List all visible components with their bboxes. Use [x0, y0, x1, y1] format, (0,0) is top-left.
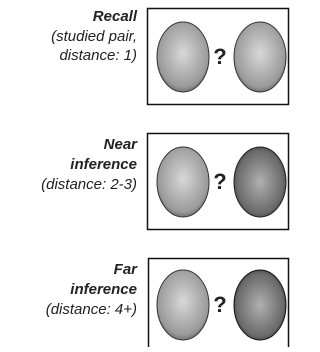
panel-detail: (distance: 2-3) — [41, 176, 137, 193]
panel-title: inference — [70, 156, 137, 173]
panel: Recall (studied pair, distance: 1) ? — [51, 8, 288, 105]
panel: Far inference (distance: 4+) ? — [46, 259, 289, 348]
face-image — [157, 270, 209, 340]
page: {"panels": [ {"title": ["Recall"], "deta… — [0, 0, 291, 347]
panel-detail: distance: 1) — [59, 47, 137, 64]
face-image — [234, 270, 286, 340]
face-image — [234, 147, 286, 217]
face-image — [157, 22, 209, 92]
panel-title: Recall — [93, 8, 138, 25]
question-mark: ? — [213, 292, 226, 317]
panel: Near inference (distance: 2-3) ? — [41, 134, 288, 230]
panel-title: inference — [70, 281, 137, 298]
question-mark: ? — [213, 169, 226, 194]
figure: Recall (studied pair, distance: 1) ? Nea… — [0, 0, 291, 347]
face-image — [234, 22, 286, 92]
face-image — [157, 147, 209, 217]
panel-title: Far — [114, 261, 139, 278]
panel-detail: (studied pair, — [51, 28, 137, 45]
panel-detail: (distance: 4+) — [46, 301, 137, 318]
panel-title: Near — [104, 136, 139, 153]
question-mark: ? — [213, 44, 226, 69]
